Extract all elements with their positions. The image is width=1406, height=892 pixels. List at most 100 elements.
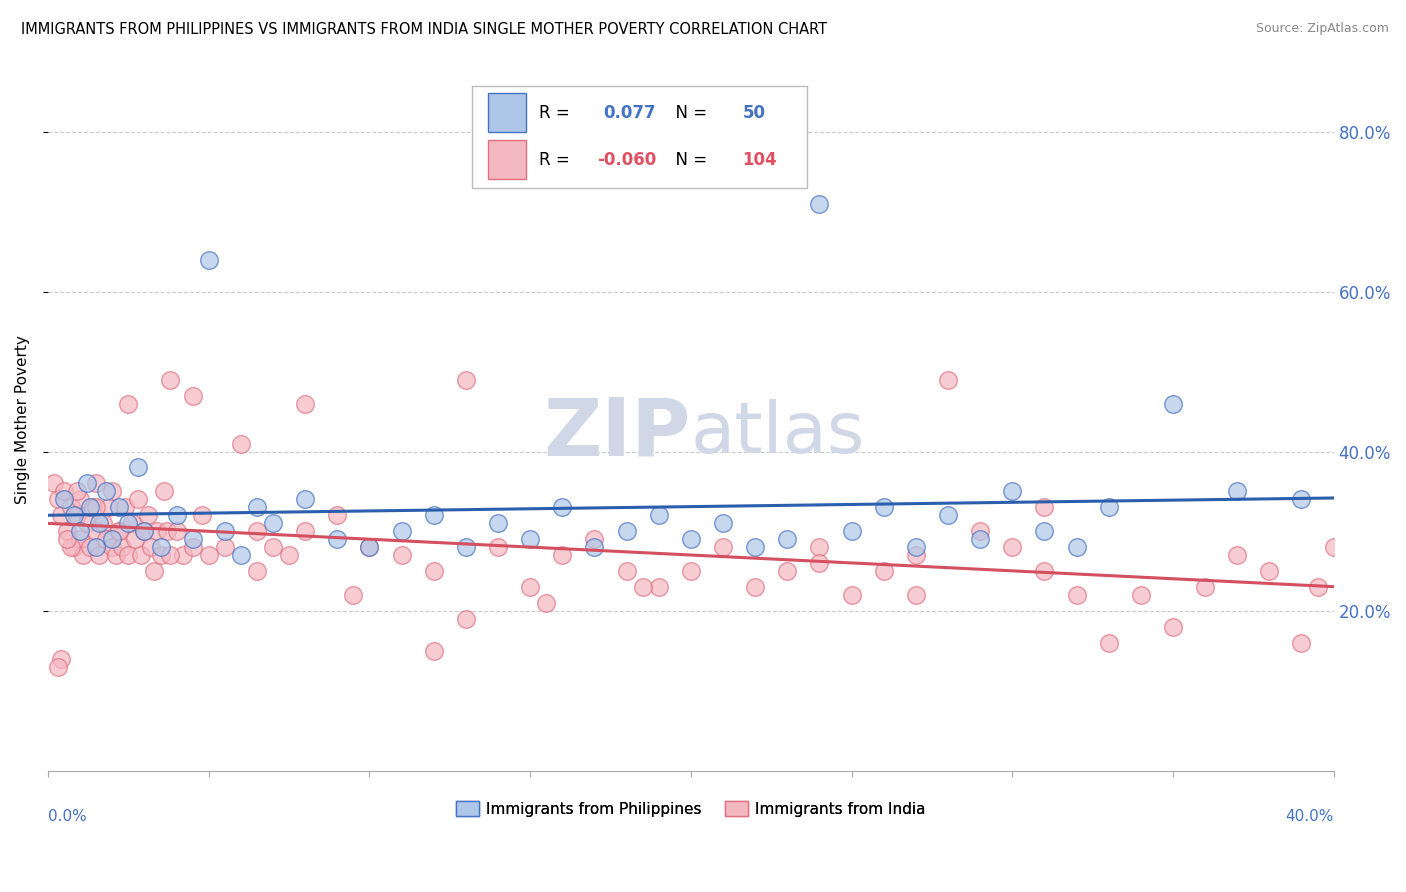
Point — [904, 588, 927, 602]
Point — [114, 500, 136, 515]
Point — [1258, 564, 1281, 578]
Point — [181, 541, 204, 555]
Point — [53, 484, 76, 499]
Point — [82, 500, 104, 515]
Point — [159, 373, 181, 387]
Point — [49, 652, 72, 666]
Point — [1306, 580, 1329, 594]
Point — [969, 533, 991, 547]
Point — [56, 533, 79, 547]
Point — [647, 508, 669, 523]
Text: Source: ZipAtlas.com: Source: ZipAtlas.com — [1256, 22, 1389, 36]
Point — [149, 541, 172, 555]
Point — [104, 548, 127, 562]
Point — [197, 548, 219, 562]
Point — [454, 541, 477, 555]
Text: 40.0%: 40.0% — [1285, 809, 1334, 824]
Point — [84, 541, 107, 555]
Point — [519, 533, 541, 547]
Point — [46, 492, 69, 507]
Point — [326, 508, 349, 523]
Point — [1033, 564, 1056, 578]
Point — [121, 516, 143, 531]
Point — [101, 541, 124, 555]
Point — [647, 580, 669, 594]
Point — [76, 516, 98, 531]
Point — [454, 373, 477, 387]
Point — [98, 500, 121, 515]
Point — [904, 548, 927, 562]
Point — [246, 524, 269, 539]
Point — [873, 500, 896, 515]
Point — [214, 541, 236, 555]
Text: R =: R = — [538, 151, 575, 169]
Point — [904, 541, 927, 555]
Point — [1226, 548, 1249, 562]
Point — [1291, 636, 1313, 650]
Point — [262, 516, 284, 531]
Point — [69, 492, 91, 507]
Legend: Immigrants from Philippines, Immigrants from India: Immigrants from Philippines, Immigrants … — [450, 795, 932, 822]
Point — [776, 564, 799, 578]
Point — [679, 533, 702, 547]
Point — [969, 524, 991, 539]
Point — [166, 508, 188, 523]
FancyBboxPatch shape — [488, 141, 526, 179]
Point — [551, 500, 574, 515]
Point — [744, 541, 766, 555]
Point — [139, 541, 162, 555]
Point — [72, 548, 94, 562]
Point — [711, 516, 734, 531]
Point — [181, 389, 204, 403]
Point — [156, 524, 179, 539]
Point — [1066, 541, 1088, 555]
Point — [56, 524, 79, 539]
Point — [84, 524, 107, 539]
Point — [84, 500, 107, 515]
Point — [62, 541, 84, 555]
Point — [1001, 484, 1024, 499]
Text: 50: 50 — [742, 103, 765, 121]
Text: 0.0%: 0.0% — [48, 809, 87, 824]
Text: N =: N = — [665, 103, 713, 121]
Text: R =: R = — [538, 103, 575, 121]
Point — [342, 588, 364, 602]
Point — [359, 541, 381, 555]
Point — [127, 460, 149, 475]
Point — [149, 548, 172, 562]
Point — [486, 541, 509, 555]
Text: IMMIGRANTS FROM PHILIPPINES VS IMMIGRANTS FROM INDIA SINGLE MOTHER POVERTY CORRE: IMMIGRANTS FROM PHILIPPINES VS IMMIGRANT… — [21, 22, 827, 37]
Point — [583, 541, 606, 555]
Point — [229, 548, 252, 562]
Point — [631, 580, 654, 594]
Point — [129, 548, 152, 562]
Point — [191, 508, 214, 523]
Point — [1098, 500, 1121, 515]
Point — [278, 548, 301, 562]
Point — [454, 612, 477, 626]
Point — [359, 541, 381, 555]
Point — [66, 508, 89, 523]
Point — [1033, 524, 1056, 539]
Point — [486, 516, 509, 531]
Y-axis label: Single Mother Poverty: Single Mother Poverty — [15, 335, 30, 504]
Point — [181, 533, 204, 547]
Point — [711, 541, 734, 555]
Point — [69, 524, 91, 539]
Point — [616, 564, 638, 578]
FancyBboxPatch shape — [488, 94, 526, 132]
Point — [107, 500, 129, 515]
Point — [84, 476, 107, 491]
Point — [534, 596, 557, 610]
Point — [246, 564, 269, 578]
Point — [197, 253, 219, 268]
Point — [841, 588, 863, 602]
Point — [117, 516, 139, 531]
Point — [808, 197, 831, 211]
Point — [229, 436, 252, 450]
Point — [46, 660, 69, 674]
Point — [1001, 541, 1024, 555]
Point — [107, 524, 129, 539]
Point — [76, 476, 98, 491]
Point — [94, 484, 117, 499]
